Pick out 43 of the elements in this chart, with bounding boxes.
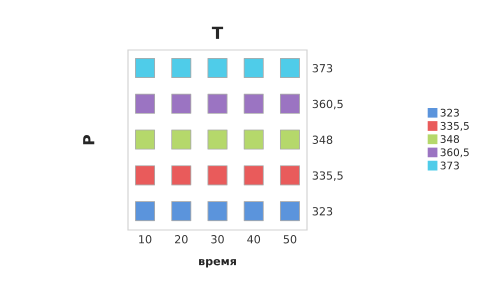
point <box>171 201 192 222</box>
legend-label: 360,5 <box>440 148 469 158</box>
y-tick-label: 335,5 <box>312 171 343 181</box>
y-tick-label: 348 <box>312 136 332 144</box>
point <box>135 130 156 150</box>
point <box>244 58 264 78</box>
point <box>171 94 192 114</box>
point <box>171 130 192 150</box>
point <box>280 201 300 222</box>
point <box>280 58 300 78</box>
x-tick-label: 10 <box>139 235 152 244</box>
point <box>280 165 300 186</box>
y-axis-title: P <box>83 135 94 144</box>
legend-label: 335,5 <box>440 122 469 131</box>
y-tick-label: 360,5 <box>312 100 343 110</box>
point <box>208 201 228 222</box>
x-tick-label: 20 <box>175 235 188 244</box>
point <box>135 94 156 114</box>
x-axis-title: время <box>199 258 236 268</box>
x-tick-label: 30 <box>211 235 224 244</box>
point <box>280 130 300 150</box>
point <box>171 165 192 186</box>
point <box>244 165 264 186</box>
y-tick-label: 373 <box>312 64 332 72</box>
point <box>244 201 264 222</box>
point <box>208 130 228 150</box>
point <box>208 58 228 78</box>
point <box>244 130 264 150</box>
legend-label: 373 <box>440 162 459 170</box>
point <box>171 58 192 78</box>
point <box>208 165 228 186</box>
point <box>135 201 156 222</box>
point <box>208 94 228 114</box>
point <box>135 165 156 186</box>
y-tick-label: 323 <box>312 207 332 216</box>
legend-label: 348 <box>440 135 460 144</box>
point <box>135 58 156 78</box>
chart-title: T <box>212 26 224 39</box>
point <box>244 94 264 114</box>
legend-label: 323 <box>440 108 459 117</box>
point <box>280 94 300 114</box>
x-tick-label: 40 <box>247 235 260 244</box>
x-tick-label: 50 <box>284 235 296 244</box>
